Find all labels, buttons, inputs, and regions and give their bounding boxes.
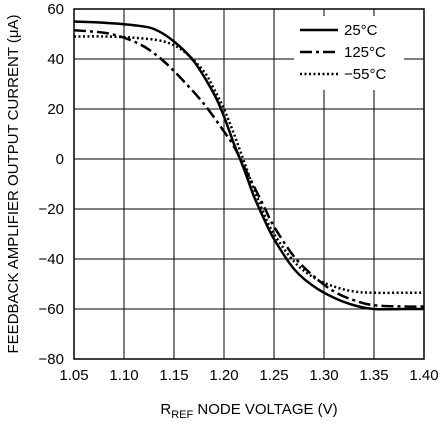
x-tick-label: 1.30 (309, 367, 338, 384)
y-tick-label: 60 (47, 1, 64, 18)
x-tick-label: 1.25 (259, 367, 288, 384)
plot-frame (73, 8, 425, 360)
y-tick-label: −20 (39, 201, 64, 218)
tick-labels: 1.05 1.10 1.15 1.20 1.25 1.30 1.35 1.40 60 40 20 0 −… (39, 1, 439, 384)
series-line-1 (73, 20, 424, 311)
y-axis-label: FEEDBACK AMPLIFIER OUTPUT CURRENT (μA) (5, 15, 22, 354)
x-tick-label: 1.10 (109, 367, 138, 384)
x-axis-label: RREF NODE VOLTAGE (V) (160, 401, 337, 421)
legend-background (294, 16, 404, 90)
y-tick-label: 40 (47, 51, 64, 68)
y-tick-label: 0 (56, 151, 64, 168)
y-tick-label: −40 (39, 251, 64, 268)
x-tick-label: 1.05 (59, 367, 88, 384)
x-tick-label: 1.15 (159, 367, 188, 384)
x-axis-label-subscript: REF (171, 409, 193, 421)
y-tick-label: 20 (47, 101, 64, 118)
x-axis-label-main: R (160, 401, 171, 418)
legend-label: 125°C (344, 44, 386, 61)
x-tick-label: 1.35 (359, 367, 388, 384)
series-line-2 (73, 29, 425, 308)
x-axis-label-rest: NODE VOLTAGE (V) (193, 401, 337, 418)
legend: 25°C 125°C −55°C (294, 16, 404, 90)
x-tick-label: 1.40 (409, 367, 438, 384)
series-layer (73, 20, 425, 311)
series-line-3 (73, 35, 424, 295)
x-tick-label: 1.20 (209, 367, 238, 384)
legend-label: 25°C (344, 22, 378, 39)
y-tick-label: −60 (39, 301, 64, 318)
legend-label: −55°C (344, 66, 386, 83)
y-tick-label: −80 (39, 351, 64, 368)
